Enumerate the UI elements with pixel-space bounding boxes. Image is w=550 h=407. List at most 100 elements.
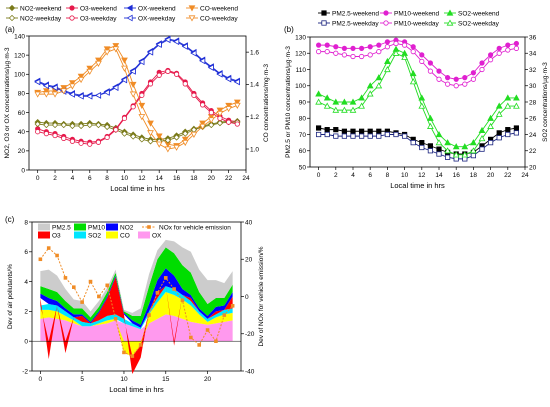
data-point-pm2-5-weekday [505, 131, 511, 138]
data-point-pm2-5-weekend [367, 128, 373, 134]
x-tick-label: 0 [36, 175, 40, 182]
data-point-pm10-weekend [479, 60, 485, 66]
data-point-co-weekday [51, 91, 59, 98]
legend-marker [126, 4, 133, 12]
area-layer-co [40, 292, 233, 357]
data-point-so2-weekend [444, 139, 451, 146]
data-point-pm2-5-weekday [427, 148, 434, 154]
data-point-pm10-weekend [419, 52, 425, 58]
data-point-pm10-weekend [470, 70, 476, 76]
y-tick-label: 60 [18, 110, 26, 117]
data-point-so2-weekend [366, 82, 374, 89]
y2-tick-label: 40 [245, 219, 253, 226]
data-point-so2-weekday [341, 106, 348, 113]
data-point-no2-weekday [43, 121, 50, 129]
legend-marker [321, 10, 327, 16]
y2-tick-label: -40 [245, 368, 255, 375]
data-point-nox [205, 328, 210, 332]
data-point-so2-weekday [513, 102, 520, 109]
data-point-so2-weekend [384, 57, 391, 64]
data-point-so2-weekday [487, 122, 494, 129]
data-point-so2-weekend [487, 114, 494, 121]
data-point-pm10-weekday [341, 52, 347, 58]
legend-label: SO2-weekday [458, 20, 500, 27]
series-line-no2-weekend [37, 120, 238, 140]
data-point-pm10-weekday [401, 42, 408, 48]
data-point-o3-weekday [113, 127, 119, 133]
y2-tick-label: 0 [245, 294, 249, 301]
data-point-co-weekday [86, 68, 94, 76]
data-point-so2-weekday [418, 102, 426, 109]
data-point-o3-weekday [43, 131, 49, 137]
legend-label: OX [152, 232, 162, 239]
y-tick-label: 110 [296, 67, 307, 74]
data-point-so2-weekday [384, 65, 391, 73]
series-line-pm10-weekday [318, 43, 517, 87]
data-point-so2-weekday [444, 147, 451, 154]
data-point-o3-weekday [69, 138, 76, 144]
data-point-o3-weekday [156, 72, 162, 78]
x-tick-label: 10 [401, 172, 409, 179]
legend-swatch [74, 231, 86, 239]
legend-label: PM2.5-weekend [332, 10, 379, 17]
y-tick-label: 90 [299, 99, 307, 106]
data-point-pm10-weekday [462, 81, 468, 87]
data-point-nox [113, 317, 118, 321]
y2-axis-label: SO2 concentrations/µg·m-3 [542, 62, 549, 142]
x-tick-label: 2 [334, 172, 338, 179]
data-point-co-weekday [34, 91, 42, 98]
x-tick-label: 20 [208, 175, 216, 182]
legend-marker [126, 14, 133, 22]
y-tick-label: 70 [299, 132, 307, 139]
y-tick-label: 60 [299, 148, 307, 155]
data-point-pm2-5-weekend [315, 125, 322, 131]
data-point-pm10-weekend [496, 45, 502, 51]
data-point-pm2-5-weekday [350, 133, 356, 139]
y-tick-label: 20 [18, 148, 26, 155]
data-point-o3-weekday [130, 104, 136, 110]
x-tick-label: 16 [453, 172, 461, 179]
x-tick-label: 5 [80, 376, 84, 383]
data-point-co-weekend [216, 107, 224, 114]
legend-swatch [106, 231, 118, 239]
y-tick-label: 80 [299, 116, 307, 123]
data-point-so2-weekend [409, 70, 417, 77]
legend-label: OX-weekend [138, 5, 176, 12]
y-tick-label: 80 [18, 91, 26, 98]
data-point-nox [38, 257, 43, 262]
legend-label: PM2.5 [52, 224, 71, 231]
data-point-nox [130, 354, 135, 358]
data-point-pm10-weekend [427, 60, 433, 66]
data-point-nox [189, 335, 193, 340]
data-point-no2-weekday [60, 121, 67, 129]
legend-label: O3-weekend [80, 5, 117, 12]
data-point-nox [147, 313, 151, 317]
data-point-co-weekday [225, 106, 233, 113]
data-point-o3-weekday [139, 92, 145, 98]
data-point-pm10-weekend [487, 52, 494, 58]
y2-tick-label: 32 [529, 67, 537, 74]
data-point-ox-weekday [51, 84, 58, 92]
data-point-ox-weekday [190, 49, 197, 57]
y-axis-label: PM2.5 or PM10 concentrations/µg·m-3 [285, 46, 292, 158]
x-tick-label: 10 [121, 175, 129, 182]
data-point-ox-weekday [173, 38, 180, 46]
y-tick-label: 40 [18, 129, 26, 136]
y2-tick-label: 1.4 [250, 82, 259, 89]
data-point-pm10-weekday [487, 57, 494, 63]
series-line-pm2-5-weekday [318, 132, 517, 160]
data-point-ox-weekday [155, 41, 162, 48]
data-point-pm10-weekday [470, 76, 476, 82]
x-tick-label: 14 [156, 175, 164, 182]
y-axis-label: Dev of air pollutants/% [7, 264, 14, 329]
x-tick-label: 24 [242, 175, 250, 182]
x-tick-label: 8 [386, 172, 390, 179]
legend-marker [188, 15, 196, 22]
x-tick-label: 4 [351, 172, 355, 179]
data-point-ox-weekday [146, 48, 154, 56]
data-point-pm2-5-weekend [333, 127, 339, 133]
data-point-so2-weekend [315, 90, 322, 97]
data-point-nox [180, 298, 185, 303]
data-point-nox [63, 276, 68, 280]
data-point-co-weekday [42, 91, 50, 98]
